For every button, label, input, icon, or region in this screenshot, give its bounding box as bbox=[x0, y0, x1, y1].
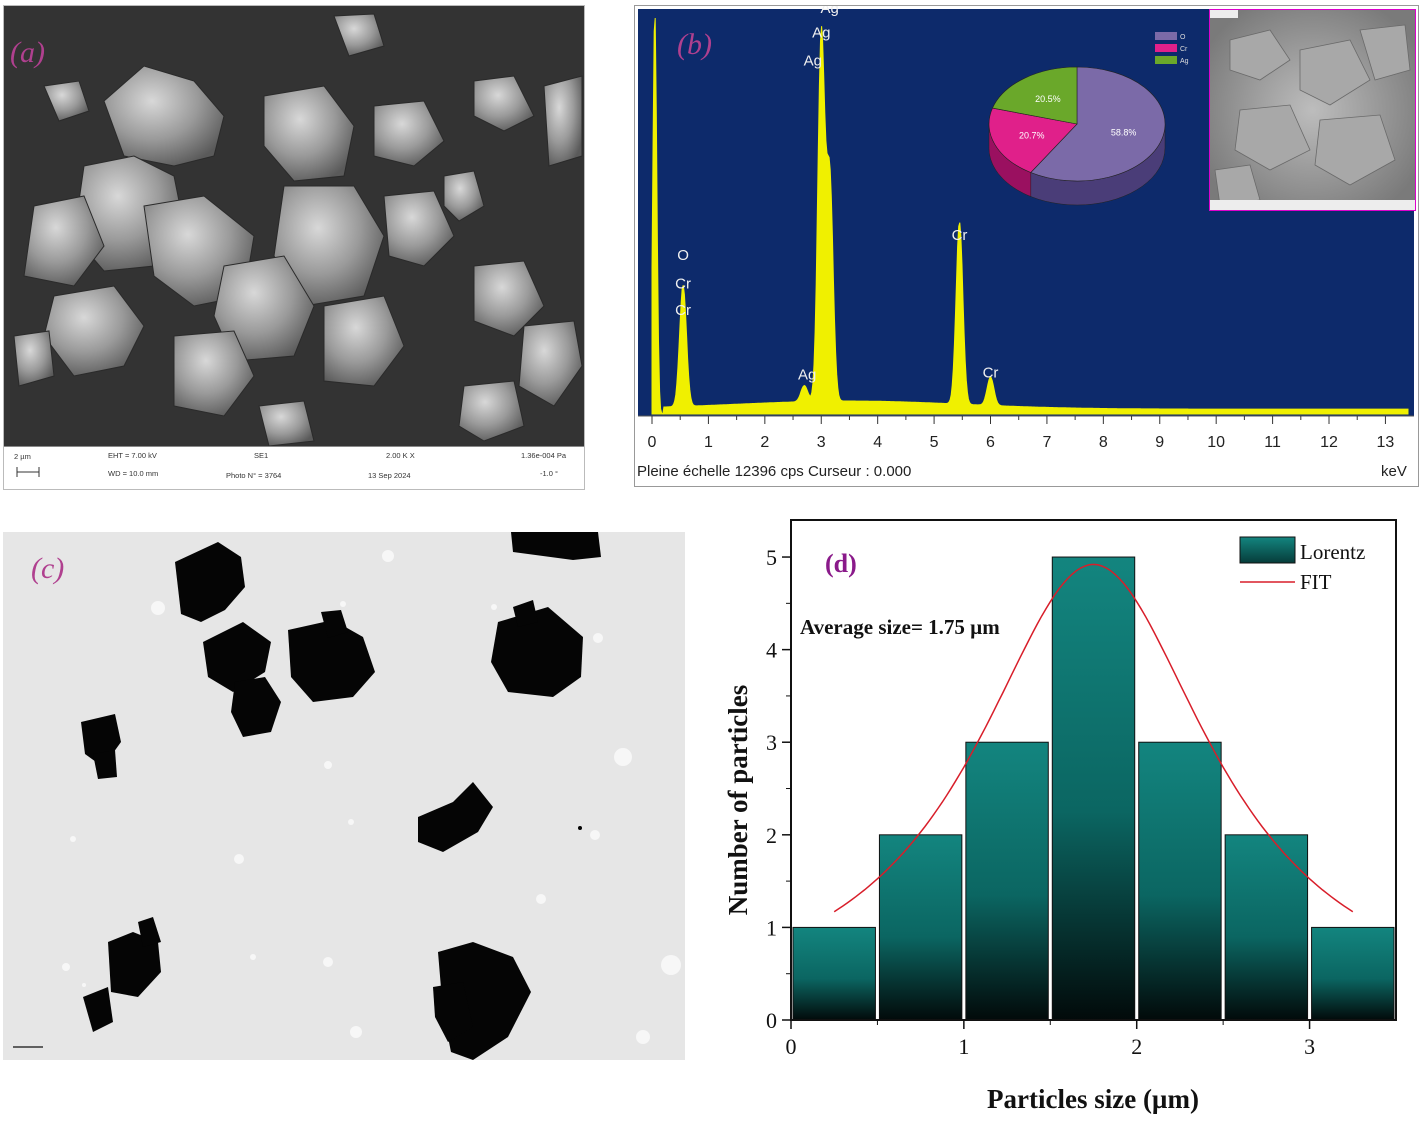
tem-micrograph bbox=[3, 532, 685, 1060]
eds-x-tick-label: 13 bbox=[1377, 434, 1395, 451]
eds-x-tick-label: 5 bbox=[930, 434, 939, 451]
pie-legend-swatch-o bbox=[1155, 32, 1177, 40]
y-tick-label: 3 bbox=[766, 730, 777, 755]
eds-x-tick-label: 4 bbox=[873, 434, 882, 451]
eds-peak-label: Cr bbox=[675, 302, 691, 319]
eds-x-tick-label: 10 bbox=[1207, 434, 1225, 451]
pie-legend-ag: Ag bbox=[1180, 58, 1189, 65]
histogram-bar bbox=[1138, 741, 1222, 1021]
eds-peak-label: Ag bbox=[821, 6, 839, 17]
x-tick-label: 0 bbox=[786, 1034, 797, 1059]
histogram-bar bbox=[965, 741, 1049, 1021]
eds-x-tick-label: 0 bbox=[648, 434, 657, 451]
x-axis-title: Particles size (µm) bbox=[987, 1084, 1199, 1114]
x-tick-label: 3 bbox=[1304, 1034, 1315, 1059]
y-tick-label: 2 bbox=[766, 823, 777, 848]
y-axis-title: Number of particles bbox=[723, 685, 753, 915]
y-tick-label: 0 bbox=[766, 1008, 777, 1033]
eds-x-tick-label: 11 bbox=[1264, 434, 1281, 451]
eds-x-tick-label: 8 bbox=[1099, 434, 1108, 451]
panel-label-c: (c) bbox=[31, 552, 65, 585]
element-pie-chart: 58.8% 20.7% 20.5% bbox=[988, 66, 1166, 206]
eds-x-tick-label: 7 bbox=[1042, 434, 1051, 451]
eds-x-tick-label: 3 bbox=[817, 434, 826, 451]
particle-size-histogram: 0 1 2 3 0 1 2 3 4 5 (d) Average size= 1.75 µm Lor… bbox=[723, 519, 1397, 1114]
pie-slice-label: 58.8% bbox=[1111, 128, 1137, 138]
sem-inset-image bbox=[1209, 9, 1416, 211]
sem-wd: WD = 10.0 mm bbox=[108, 469, 159, 478]
pie-slice bbox=[988, 107, 1078, 173]
legend-lorentz: Lorentz bbox=[1300, 540, 1365, 564]
pie-slice-label: 20.5% bbox=[1035, 94, 1061, 104]
eds-x-tick-label: 9 bbox=[1155, 434, 1164, 451]
eds-x-tick-label: 6 bbox=[986, 434, 995, 451]
histogram-bar bbox=[878, 834, 963, 1021]
pie-legend-swatch-ag bbox=[1155, 56, 1177, 64]
eds-footer: Pleine échelle 12396 cps Curseur : 0.000 bbox=[637, 463, 911, 480]
eds-peak-label: O bbox=[677, 247, 689, 264]
scale-bar-icon bbox=[16, 467, 40, 477]
plot-frame bbox=[790, 519, 1397, 1021]
legend-fit: FIT bbox=[1300, 570, 1332, 594]
eds-peak-label: Cr bbox=[675, 275, 691, 292]
eds-x-tick-label: 1 bbox=[704, 434, 713, 451]
eds-spectrum-trace bbox=[651, 17, 1409, 415]
sem-photo: Photo N° = 3764 bbox=[226, 471, 282, 480]
pie-legend-swatch-cr bbox=[1155, 44, 1177, 52]
pie-legend-o: O bbox=[1180, 34, 1186, 41]
tem-image-panel: (c) bbox=[3, 532, 685, 1060]
x-tick-label: 2 bbox=[1131, 1034, 1142, 1059]
panel-label-d: (d) bbox=[825, 549, 857, 578]
legend-swatch-lorentz bbox=[1239, 536, 1296, 564]
sem-date: 13 Sep 2024 bbox=[368, 471, 411, 480]
pie-legend: O Cr Ag bbox=[1155, 32, 1189, 65]
average-size-annotation: Average size= 1.75 µm bbox=[800, 615, 1000, 639]
pie-legend-cr: Cr bbox=[1180, 46, 1188, 53]
sem-tilt: -1.0 ° bbox=[540, 469, 559, 478]
y-tick-label: 1 bbox=[766, 915, 777, 940]
panel-label-b: (b) bbox=[677, 28, 712, 61]
eds-peak-label: Ag bbox=[798, 367, 816, 384]
sem-mag: 2.00 K X bbox=[386, 451, 415, 460]
histogram-bar bbox=[792, 926, 876, 1021]
pie-slice-label: 20.7% bbox=[1019, 130, 1045, 140]
sem-scale-label: 2 µm bbox=[14, 452, 31, 461]
x-tick-label: 1 bbox=[958, 1034, 969, 1059]
histogram-bar bbox=[1224, 834, 1309, 1021]
sem-pressure: 1.36e-004 Pa bbox=[521, 451, 567, 460]
sem-micrograph bbox=[4, 6, 584, 447]
histogram-panel: 0 1 2 3 0 1 2 3 4 5 (d) Average size= 1.75 µm Lor… bbox=[700, 515, 1419, 1119]
eds-x-tick-label: 2 bbox=[760, 434, 769, 451]
eds-peak-label: Ag bbox=[812, 24, 830, 41]
eds-peak-label: Cr bbox=[952, 227, 968, 244]
pie-slice bbox=[992, 66, 1078, 125]
sem-eht: EHT = 7.00 kV bbox=[108, 451, 157, 460]
sem-detector: SE1 bbox=[254, 451, 269, 460]
eds-spectrum-panel: 0 1 2 3 4 5 6 7 8 9 10 11 12 13 Ag Ag Ag O Cr Cr Ag Cr Cr 58.… bbox=[634, 5, 1419, 487]
histogram-bar bbox=[1051, 556, 1136, 1021]
eds-peak-label: Ag bbox=[804, 53, 822, 70]
lorentz-fit-curve bbox=[833, 563, 1354, 913]
panel-label-a: (a) bbox=[10, 36, 45, 69]
sem-image-panel: (a) 2 µm EHT = 7.00 kV WD = 10.0 mm SE1 … bbox=[3, 5, 585, 490]
histogram-bar bbox=[1311, 926, 1395, 1021]
eds-x-tick-label: 12 bbox=[1320, 434, 1338, 451]
eds-peak-label: Cr bbox=[983, 365, 999, 382]
sem-info-bar: 2 µm EHT = 7.00 kV WD = 10.0 mm SE1 Phot… bbox=[4, 446, 584, 489]
y-tick-label: 4 bbox=[766, 638, 777, 663]
eds-unit: keV bbox=[1381, 463, 1407, 480]
pie-slice bbox=[1030, 66, 1166, 182]
y-tick-label: 5 bbox=[766, 545, 777, 570]
